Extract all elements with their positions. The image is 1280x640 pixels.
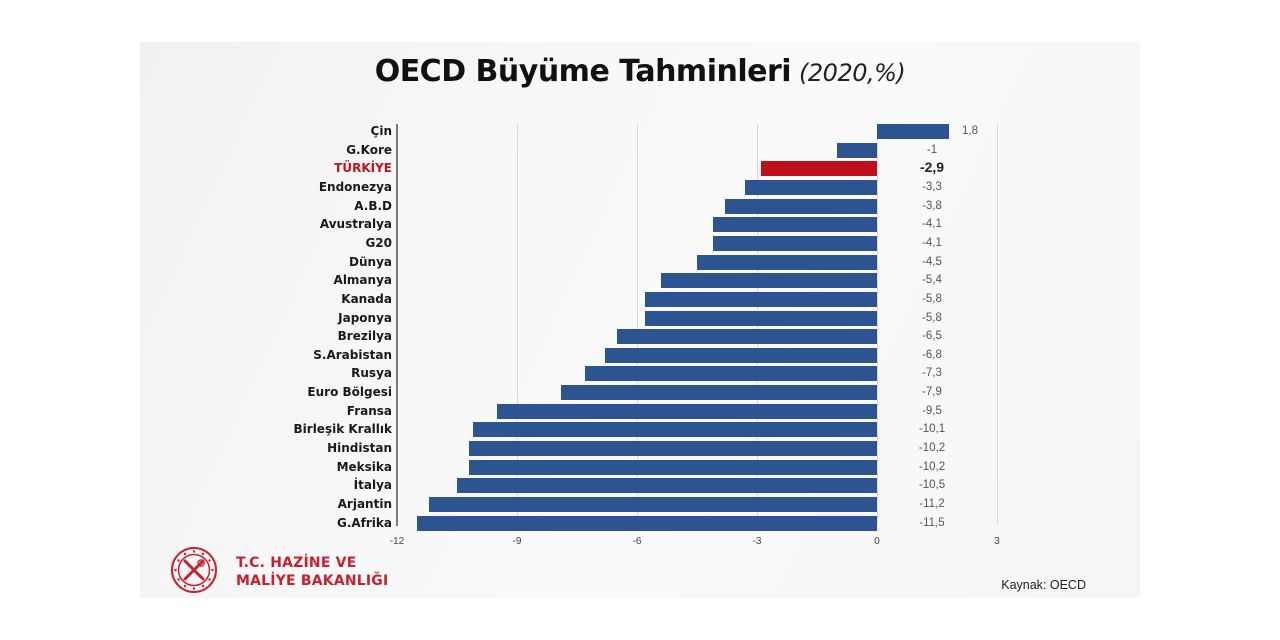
gridline bbox=[997, 124, 998, 524]
bar-chart: -12 -9 -6 -3 0 3 Çin 1,8 G.Kore -1 TÜRKİYE -2,9 Endo… bbox=[140, 42, 1140, 598]
category-label: S.Arabistan bbox=[313, 347, 392, 362]
category-label: Meksika bbox=[336, 459, 392, 474]
category-label: Kanada bbox=[341, 291, 392, 306]
bar bbox=[497, 403, 877, 419]
x-tick-label: 0 bbox=[874, 536, 880, 547]
bar bbox=[585, 366, 877, 382]
value-label: 1,8 bbox=[962, 125, 978, 137]
category-label: Brezilya bbox=[337, 329, 392, 344]
category-label: Almanya bbox=[333, 273, 392, 288]
gridline bbox=[517, 124, 518, 524]
value-label: -5,8 bbox=[922, 292, 942, 305]
category-label: G.Afrika bbox=[336, 515, 392, 530]
value-label: -1 bbox=[926, 143, 938, 156]
category-label: Fransa bbox=[346, 403, 392, 418]
bar bbox=[617, 329, 877, 345]
category-label: Japonya bbox=[338, 310, 392, 325]
bar bbox=[713, 217, 877, 233]
value-label: -4,1 bbox=[922, 218, 942, 231]
ministry-emblem-icon bbox=[171, 547, 217, 593]
value-label: -5,4 bbox=[922, 274, 942, 287]
x-tick-label: -9 bbox=[512, 536, 522, 547]
chart-subtitle: (2020,%) bbox=[799, 59, 906, 87]
bar bbox=[745, 179, 877, 195]
bar bbox=[469, 441, 877, 457]
category-label: Hindistan bbox=[327, 441, 392, 456]
value-label: -5,8 bbox=[922, 311, 942, 324]
value-label: -6,8 bbox=[922, 348, 942, 361]
category-label: G.Kore bbox=[346, 142, 392, 157]
value-label: -10,2 bbox=[918, 442, 946, 455]
value-label: -7,9 bbox=[922, 386, 942, 399]
value-label: -3,8 bbox=[922, 199, 942, 212]
category-label: Avustralya bbox=[319, 217, 392, 232]
bar bbox=[429, 497, 877, 512]
category-label: Çin bbox=[370, 124, 392, 138]
category-label: G20 bbox=[365, 235, 392, 250]
bar bbox=[877, 124, 949, 139]
value-label: -10,2 bbox=[918, 460, 946, 473]
x-tick-label: -3 bbox=[752, 536, 762, 547]
bar bbox=[761, 161, 877, 177]
category-label: Arjantin bbox=[337, 497, 392, 511]
bar bbox=[469, 459, 877, 475]
category-label: A.B.D bbox=[354, 198, 392, 213]
category-label: Rusya bbox=[351, 366, 392, 381]
value-label: -4,1 bbox=[922, 236, 942, 249]
bar bbox=[417, 515, 877, 531]
bar bbox=[645, 310, 877, 326]
category-label: TÜRKİYE bbox=[334, 161, 392, 176]
value-label: -3,3 bbox=[922, 180, 942, 193]
category-label: Birleşik Krallık bbox=[293, 422, 392, 437]
source-note: Kaynak: OECD bbox=[1001, 578, 1086, 592]
value-label: -11,2 bbox=[919, 498, 945, 510]
slide: OECD Büyüme Tahminleri (2020,%) -12 -9 -6 -3… bbox=[140, 42, 1140, 598]
bar bbox=[837, 142, 877, 158]
value-label: -9,5 bbox=[922, 404, 942, 417]
bar bbox=[473, 422, 877, 438]
value-label: -4,5 bbox=[922, 255, 942, 268]
value-label: -10,5 bbox=[918, 479, 946, 492]
y-axis-line bbox=[396, 124, 398, 526]
gridline bbox=[877, 124, 878, 524]
value-label: -11,5 bbox=[919, 516, 945, 529]
gridline bbox=[637, 124, 638, 524]
value-label: -10,1 bbox=[918, 423, 946, 436]
ministry-name: T.C. HAZİNE VE MALİYE BAKANLIĞI bbox=[236, 554, 388, 590]
ministry-name-line1: T.C. HAZİNE VE bbox=[236, 555, 357, 571]
x-tick-label: 3 bbox=[994, 536, 1000, 547]
value-label: -6,5 bbox=[922, 330, 942, 343]
ministry-name-line2: MALİYE BAKANLIĞI bbox=[236, 573, 389, 589]
category-label: Dünya bbox=[349, 254, 392, 269]
chart-title: OECD Büyüme Tahminleri (2020,%) bbox=[140, 54, 1140, 89]
bar bbox=[561, 385, 877, 401]
category-label: Endonezya bbox=[318, 179, 392, 194]
bar bbox=[645, 291, 877, 307]
chart-title-main: OECD Büyüme Tahminleri bbox=[374, 54, 792, 89]
value-label: -2,9 bbox=[919, 159, 945, 176]
bar bbox=[725, 198, 877, 214]
bar bbox=[697, 254, 877, 270]
bar bbox=[457, 478, 877, 494]
bar bbox=[713, 235, 877, 251]
x-tick-label: -12 bbox=[389, 536, 405, 547]
x-tick-label: -6 bbox=[632, 536, 642, 547]
category-label: İtalya bbox=[353, 478, 392, 493]
bar bbox=[605, 347, 877, 363]
value-label: -7,3 bbox=[922, 367, 942, 380]
bar bbox=[661, 273, 877, 289]
category-label: Euro Bölgesi bbox=[307, 385, 392, 400]
